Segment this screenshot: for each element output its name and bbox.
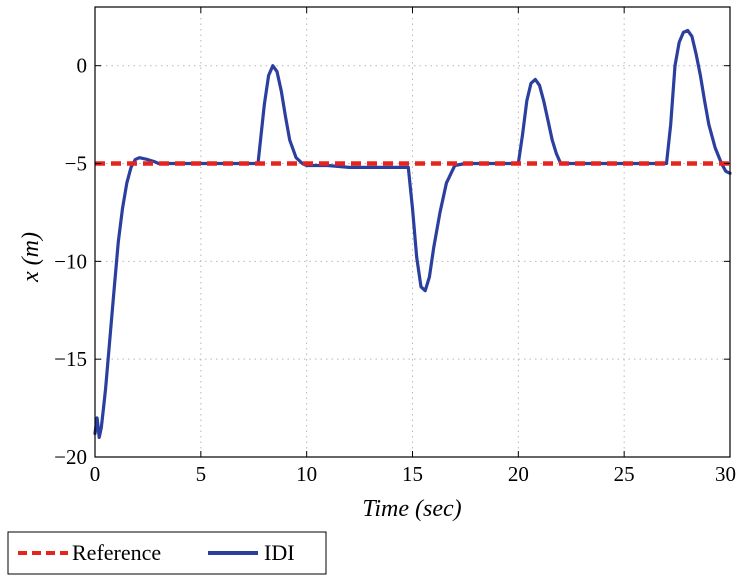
y-tick-label: 0 <box>77 54 88 78</box>
x-tick-label: 0 <box>90 462 101 486</box>
series-group <box>93 28 732 439</box>
legend-label-reference: Reference <box>72 540 161 565</box>
x-tick-label: 10 <box>296 462 317 486</box>
axis-ticks: 0 5 10 15 20 25 30 −20 −15 −10 −5 0 <box>54 7 736 486</box>
y-axis-title: x (m) <box>18 232 44 283</box>
y-tick-label: −10 <box>54 249 87 273</box>
legend: Reference IDI <box>7 531 327 575</box>
x-tick-label: 5 <box>196 462 207 486</box>
y-tick-label: −15 <box>54 347 87 371</box>
x-axis-title: Time (sec) <box>362 496 461 522</box>
legend-label-idi: IDI <box>264 540 295 565</box>
x-tick-label: 25 <box>614 462 635 486</box>
x-tick-label: 30 <box>715 462 736 486</box>
y-tick-label: −5 <box>65 152 87 176</box>
y-tick-label: −20 <box>54 445 87 469</box>
series-line-idi <box>93 28 732 439</box>
x-tick-label: 20 <box>508 462 529 486</box>
x-tick-label: 15 <box>402 462 423 486</box>
